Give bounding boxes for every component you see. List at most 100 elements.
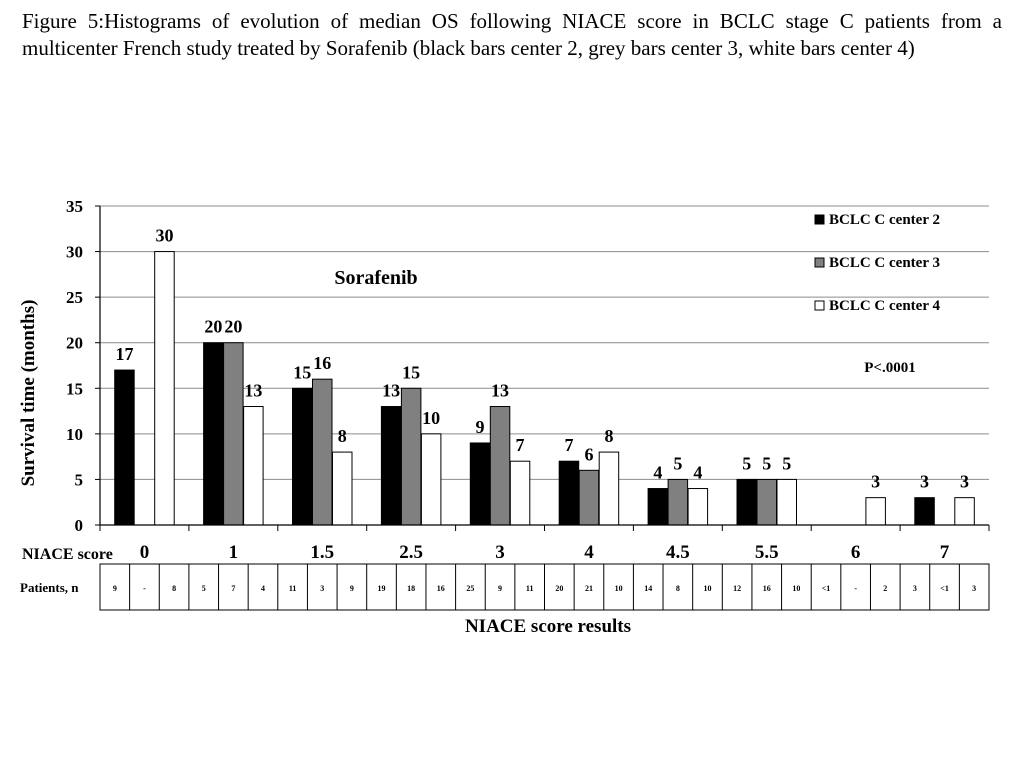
data-label: 13 xyxy=(244,381,262,401)
data-label: 15 xyxy=(402,362,420,382)
figure-caption: Figure 5:Histograms of evolution of medi… xyxy=(22,9,1002,60)
bar xyxy=(865,497,886,526)
patients-cell: 4 xyxy=(261,584,265,593)
data-label: 3 xyxy=(960,472,969,492)
bar xyxy=(776,478,797,526)
data-label: 10 xyxy=(422,408,440,428)
patients-cell: 5 xyxy=(202,584,206,593)
x-tick-label: 5.5 xyxy=(755,542,779,563)
bar xyxy=(598,451,620,526)
x-axis-label: NIACE score results xyxy=(465,616,631,637)
bar xyxy=(332,451,353,526)
data-label: 7 xyxy=(564,435,573,455)
patients-cell: 21 xyxy=(585,584,593,593)
x-tick-label: 4.5 xyxy=(666,542,690,563)
data-label: 20 xyxy=(204,317,222,337)
patients-cell: 8 xyxy=(676,584,680,593)
patients-cell: 16 xyxy=(437,584,445,593)
bar xyxy=(380,406,402,526)
patients-cell: 9 xyxy=(113,584,117,593)
y-tick-label: 15 xyxy=(66,379,83,398)
bar xyxy=(914,497,935,526)
legend: BCLC C center 2 BCLC C center 3 BCLC C cen… xyxy=(814,212,940,314)
patients-table: 9 - 8 5 7 4 11 3 9 19 18 16 25 9 11 20 21 10 14 8 10 12 16 10 <1… xyxy=(99,563,990,611)
y-axis-label: Survival time (months) xyxy=(18,300,39,487)
data-label: 7 xyxy=(516,435,525,455)
data-label: 13 xyxy=(382,381,400,401)
data-label: 16 xyxy=(313,353,331,373)
patients-cell: 8 xyxy=(172,584,176,593)
patients-cell: 20 xyxy=(555,584,563,593)
patients-cell: 14 xyxy=(644,584,652,593)
data-label: 20 xyxy=(224,317,242,337)
chart-title: Sorafenib xyxy=(334,267,417,289)
y-tick-label: 20 xyxy=(66,334,83,353)
patients-cell: 12 xyxy=(733,584,741,593)
patients-cell: 3 xyxy=(972,584,976,593)
row-label-score: NIACE score xyxy=(22,546,113,563)
bar xyxy=(312,378,333,526)
patients-cell: 11 xyxy=(289,584,297,593)
bar xyxy=(756,478,777,526)
x-tick-label: 3 xyxy=(495,542,505,563)
data-label: 5 xyxy=(673,453,682,473)
legend-label: BCLC C center 2 xyxy=(829,212,940,228)
data-label: 5 xyxy=(742,453,751,473)
patients-cell: 11 xyxy=(526,584,534,593)
patients-cell: 9 xyxy=(350,584,354,593)
patients-cell: 9 xyxy=(498,584,502,593)
patients-cell: 18 xyxy=(407,584,415,593)
x-tick-label: 0 xyxy=(140,542,150,563)
bar xyxy=(647,488,669,526)
data-label: 3 xyxy=(920,472,929,492)
data-label: 30 xyxy=(155,226,173,246)
patients-cell: 7 xyxy=(231,584,235,593)
legend-swatch xyxy=(814,300,825,311)
row-label-patients: Patients, n xyxy=(20,580,79,595)
y-tick-label: 0 xyxy=(75,516,84,535)
patients-cell: 16 xyxy=(763,584,771,593)
legend-label: BCLC C center 4 xyxy=(829,298,940,314)
bar xyxy=(578,469,600,526)
bar xyxy=(400,387,422,526)
patients-cell: - xyxy=(143,584,146,593)
bar xyxy=(509,460,531,526)
patients-cell: 2 xyxy=(883,584,887,593)
bar xyxy=(154,251,175,526)
bar xyxy=(667,478,689,526)
patients-cell: 3 xyxy=(913,584,917,593)
data-label: 17 xyxy=(115,344,133,364)
patients-cell: 19 xyxy=(378,584,386,593)
bar xyxy=(292,387,313,526)
data-label: 15 xyxy=(293,362,311,382)
patients-cell: 10 xyxy=(615,584,623,593)
legend-label: BCLC C center 3 xyxy=(829,255,940,271)
y-tick-label: 5 xyxy=(75,470,84,489)
patients-cell: <1 xyxy=(822,584,831,593)
legend-swatch xyxy=(814,214,825,225)
x-tick-label: 4 xyxy=(584,542,594,563)
bar xyxy=(243,406,264,526)
bar xyxy=(954,497,975,526)
p-value-annotation: P<.0001 xyxy=(864,360,915,376)
bar xyxy=(687,488,709,526)
data-label: 9 xyxy=(476,417,485,437)
y-tick-label: 25 xyxy=(66,288,83,307)
data-label: 5 xyxy=(782,453,791,473)
data-label: 8 xyxy=(338,426,347,446)
patients-cell: 10 xyxy=(703,584,711,593)
x-tick-label: 1 xyxy=(229,542,239,563)
patients-cell: 10 xyxy=(792,584,800,593)
patients-cell: <1 xyxy=(940,584,949,593)
bar xyxy=(420,433,442,526)
bar xyxy=(223,342,244,526)
bars xyxy=(114,251,975,526)
x-tick-label: 7 xyxy=(940,542,950,563)
bar xyxy=(203,342,224,526)
bar xyxy=(558,460,580,526)
y-tick-label: 10 xyxy=(66,425,83,444)
data-label: 5 xyxy=(762,453,771,473)
x-tick-label: 1.5 xyxy=(310,542,334,563)
x-tick-label: 2.5 xyxy=(399,542,423,563)
